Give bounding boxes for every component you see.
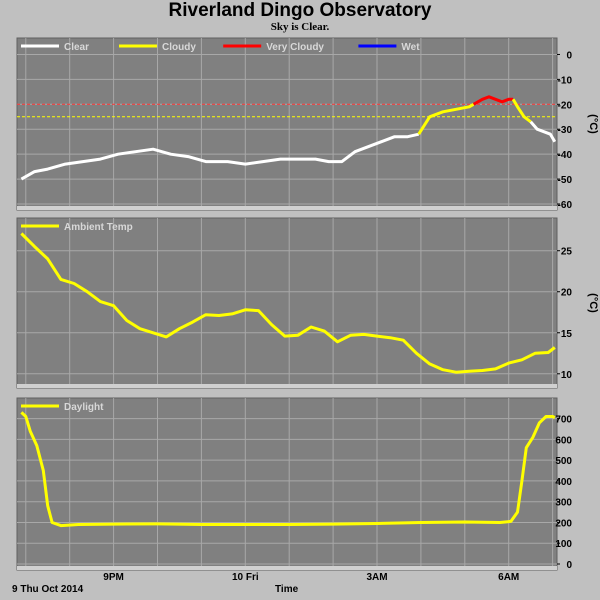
y-tick-label: 500: [555, 456, 572, 467]
legend-label: Ambient Temp: [64, 222, 133, 233]
y-tick-label: -10: [558, 75, 573, 86]
series-line-clear: [20, 132, 420, 181]
grid-lines: [17, 398, 557, 566]
series-line-cloudy: [417, 102, 475, 136]
series-line-ambient-temp: [20, 232, 556, 374]
y-tick-label: -20: [558, 100, 573, 111]
grid-lines: [17, 38, 557, 206]
panel-daylight: 0 100 200 300 400 500 600 700 Daylight: [16, 397, 572, 571]
y-tick-label: 20: [561, 288, 573, 299]
y-tick-label: 600: [555, 435, 572, 446]
y-tick-label: -30: [558, 125, 573, 136]
y-axis-unit-label: (°C): [587, 293, 599, 313]
y-tick-label: 400: [555, 477, 572, 488]
series-line-very-cloudy: [472, 95, 514, 106]
x-tick-label: 10 Fri: [232, 572, 259, 583]
y-tick-label: 15: [561, 329, 573, 340]
panel-sky: 0 -10 -20 -30 -40 -50 -60 (°C) Clear Cloudy Very C…: [16, 37, 599, 211]
y-tick-label: -40: [558, 150, 573, 161]
legend: Ambient Temp: [21, 222, 133, 233]
legend-label: Cloudy: [162, 42, 196, 53]
y-tick-label: -60: [558, 200, 573, 211]
y-tick-label: 100: [555, 539, 572, 550]
date-label: 9 Thu Oct 2014: [12, 584, 84, 595]
panel-bottom-strip: [17, 206, 557, 210]
panel-bottom-strip: [17, 566, 557, 570]
x-tick-label: 9PM: [103, 572, 124, 583]
y-tick-label: 200: [555, 518, 572, 529]
y-axis-unit-label: (°C): [587, 114, 599, 134]
sky-status-subtitle: Sky is Clear.: [270, 21, 330, 33]
panel-background: [16, 397, 558, 571]
panel-background: [16, 217, 558, 389]
panel-background: [16, 37, 558, 211]
y-tick-label: 0: [566, 560, 572, 571]
y-tick-label: 700: [555, 415, 572, 426]
panel-ambient: 10 15 20 25 (°C) Ambient Temp: [16, 217, 599, 389]
chart-title: Riverland Dingo Observatory: [168, 0, 432, 21]
legend-label: Wet: [401, 42, 420, 53]
grid-lines: [17, 218, 557, 384]
panel-bottom-strip: [17, 384, 557, 388]
y-tick-label: -50: [558, 175, 573, 186]
series-line-daylight: [20, 411, 556, 528]
y-tick-label: 10: [561, 370, 573, 381]
legend-label: Clear: [64, 42, 89, 53]
y-tick-label: 0: [566, 50, 572, 61]
x-tick-label: 6AM: [498, 572, 519, 583]
series-line-cloudy: [511, 98, 532, 123]
y-tick-label: 25: [561, 247, 573, 258]
legend-label: Very Cloudy: [266, 42, 324, 53]
y-tick-label: 300: [555, 498, 572, 509]
legend: Daylight: [21, 402, 104, 413]
legend-label: Daylight: [64, 402, 104, 413]
series-line-clear: [529, 120, 557, 143]
x-axis-label: Time: [275, 584, 299, 595]
x-tick-label: 3AM: [366, 572, 387, 583]
legend: Clear Cloudy Very Cloudy Wet: [21, 42, 420, 53]
